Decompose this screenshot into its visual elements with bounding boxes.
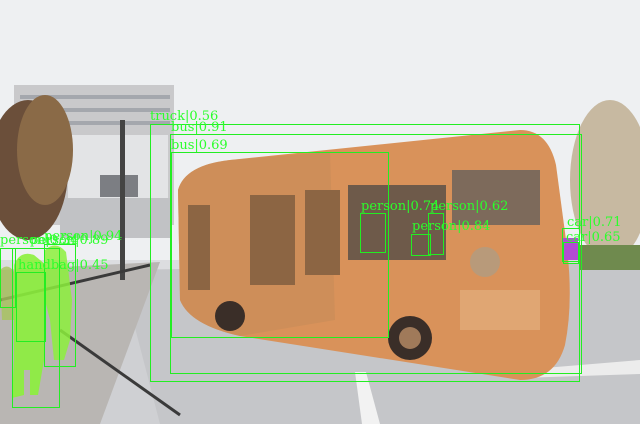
- label-car-right-2: car|0.65: [566, 230, 621, 245]
- label-bus-b: bus|0.69: [171, 138, 228, 153]
- label-person-left-1: person|0.94: [44, 229, 123, 244]
- label-person-bus-2: person|0.84: [412, 219, 491, 234]
- label-person-left-3: person|0.34: [0, 233, 79, 248]
- detection-box-person-bus-1: [360, 213, 386, 253]
- detection-box-person-bus-3: [428, 213, 444, 255]
- detection-box-person-left-1: [44, 244, 76, 367]
- detection-box-handbag: [16, 272, 46, 342]
- label-person-bus-1: person|0.74: [361, 199, 440, 214]
- detection-box-person-left-3: [0, 248, 16, 308]
- label-person-left-2: person|0.89: [30, 233, 109, 248]
- detection-box-car-right-1: [562, 228, 580, 262]
- detection-box-bus-b: [171, 152, 389, 338]
- label-bus-a: bus|0.91: [171, 120, 228, 135]
- detection-box-person-bus-2: [411, 234, 431, 256]
- detection-box-bus-a: [170, 134, 582, 374]
- detection-box-person-left-2: [12, 248, 60, 408]
- label-person-bus-3: person|0.62: [430, 199, 509, 214]
- detection-box-car-right-2: [563, 242, 579, 264]
- label-truck: truck|0.56: [150, 109, 219, 124]
- label-car-right-1: car|0.71: [567, 215, 622, 230]
- label-handbag: handbag|0.45: [18, 258, 109, 273]
